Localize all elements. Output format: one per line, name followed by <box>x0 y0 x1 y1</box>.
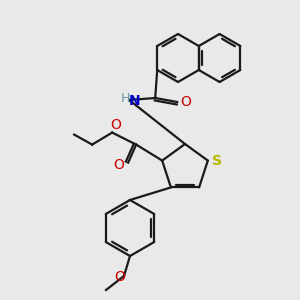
Text: O: O <box>180 95 191 109</box>
Text: H: H <box>121 92 130 106</box>
Text: S: S <box>212 154 222 168</box>
Text: O: O <box>114 158 124 172</box>
Text: O: O <box>115 270 125 284</box>
Text: N: N <box>128 94 140 108</box>
Text: O: O <box>111 118 122 132</box>
